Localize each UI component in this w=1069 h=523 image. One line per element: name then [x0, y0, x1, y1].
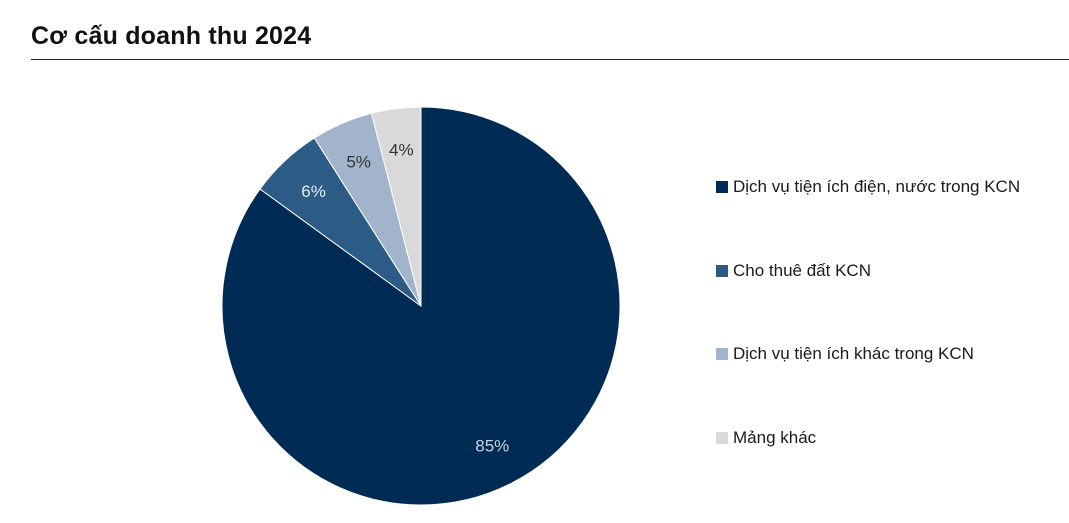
legend-item-other-utilities: Dịch vụ tiện ích khác trong KCN: [716, 344, 974, 364]
legend-swatch: [716, 432, 728, 444]
pie-slice-other-segments: [370, 106, 422, 307]
slice-label-other-utilities: 5%: [346, 152, 371, 171]
legend-label: Dịch vụ tiện ích khác trong KCN: [733, 344, 974, 363]
legend-item-land-lease: Cho thuê đất KCN: [716, 261, 871, 281]
legend-label: Mảng khác: [733, 428, 817, 447]
legend-swatch: [716, 181, 728, 193]
slice-label-other-segments: 4%: [389, 141, 414, 160]
legend-swatch: [716, 265, 728, 277]
legend-swatch: [716, 348, 728, 360]
legend-label: Cho thuê đất KCN: [733, 261, 871, 280]
title-divider: [31, 59, 1069, 60]
pie-slices: [221, 106, 621, 506]
chart-title: Cơ cấu doanh thu 2024: [31, 22, 312, 50]
slice-label-electricity-water: 85%: [475, 436, 509, 455]
legend-item-electricity-water: Dịch vụ tiện ích điện, nước trong KCN: [716, 177, 1020, 197]
pie-slice-labels: 85% 6% 5% 4%: [301, 141, 509, 456]
legend-item-other-segments: Mảng khác: [716, 428, 816, 448]
legend-label: Dịch vụ tiện ích điện, nước trong KCN: [733, 177, 1021, 196]
slice-label-land-lease: 6%: [301, 182, 326, 201]
